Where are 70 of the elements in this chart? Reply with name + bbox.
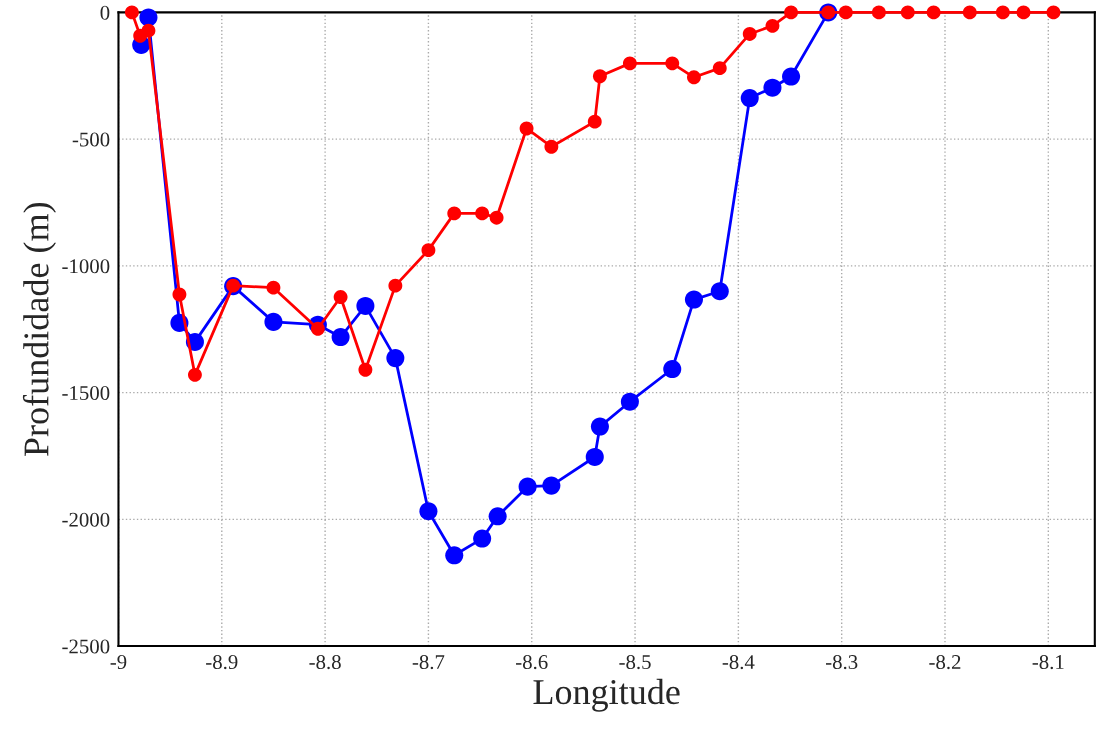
point <box>475 206 490 221</box>
point <box>1016 5 1031 20</box>
point <box>388 278 403 293</box>
point <box>622 56 637 71</box>
point <box>782 67 801 86</box>
point <box>871 5 886 20</box>
point <box>740 89 759 108</box>
point <box>585 447 604 466</box>
point <box>838 5 853 20</box>
point <box>684 290 703 309</box>
point <box>139 8 158 27</box>
point <box>742 27 757 41</box>
point <box>542 476 561 495</box>
x-tick-label: -8.2 <box>929 654 961 670</box>
x-tick-label: -8.7 <box>412 654 445 670</box>
x-axis-title: Longitude <box>533 678 680 712</box>
point <box>386 349 405 368</box>
point <box>445 546 464 565</box>
point <box>141 23 156 38</box>
x-tick-label: -8.8 <box>309 654 341 670</box>
y-tick-label: -2500 <box>62 639 110 654</box>
x-tick-label: -8.9 <box>206 654 238 670</box>
point <box>187 367 202 382</box>
point <box>421 243 436 258</box>
x-tick-label: -8.1 <box>1032 654 1064 670</box>
point <box>592 69 607 84</box>
point <box>172 287 187 302</box>
point <box>518 477 537 496</box>
y-tick-label: -500 <box>72 132 110 147</box>
point <box>310 321 325 336</box>
point <box>519 121 534 136</box>
point <box>266 280 281 295</box>
point <box>687 70 701 85</box>
y-tick-label: -2000 <box>62 512 110 527</box>
point <box>419 502 438 521</box>
point <box>665 56 680 71</box>
x-tick-label: -8.4 <box>722 654 755 670</box>
y-tick-label: 0 <box>100 5 110 20</box>
point <box>663 359 682 379</box>
point <box>488 507 507 526</box>
point <box>620 392 639 411</box>
point <box>333 290 348 304</box>
point <box>710 282 729 301</box>
point <box>447 206 462 221</box>
x-tick-label: -8.6 <box>516 654 548 670</box>
y-tick-label: -1000 <box>62 259 110 274</box>
point <box>264 312 283 331</box>
point <box>331 328 350 347</box>
point <box>358 362 373 377</box>
x-tick-label: -8.3 <box>825 654 858 670</box>
point <box>926 5 941 20</box>
point <box>1046 5 1061 20</box>
point <box>712 61 727 76</box>
point <box>962 5 977 20</box>
x-tick-label: -9 <box>110 655 127 670</box>
point <box>763 78 782 97</box>
x-tick-label: -8.5 <box>619 654 651 670</box>
point <box>544 139 559 154</box>
point <box>900 5 915 20</box>
point <box>590 417 609 436</box>
y-tick-label: -1500 <box>62 385 110 401</box>
point <box>587 114 602 129</box>
point <box>765 18 780 33</box>
point <box>995 5 1010 20</box>
point <box>124 5 139 20</box>
point <box>784 5 798 20</box>
point <box>489 210 504 225</box>
y-axis-title: Profundidade (m) <box>22 202 56 457</box>
point <box>356 296 375 315</box>
point <box>473 529 492 548</box>
